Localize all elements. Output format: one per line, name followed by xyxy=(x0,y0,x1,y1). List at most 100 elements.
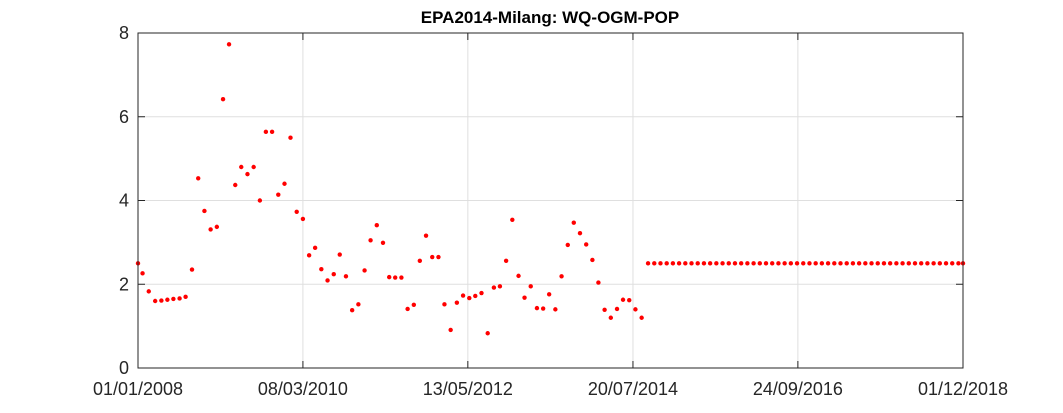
data-point xyxy=(763,261,769,266)
data-point xyxy=(405,306,410,312)
data-point xyxy=(467,295,472,301)
data-point xyxy=(306,253,312,258)
data-point xyxy=(485,331,490,336)
data-point xyxy=(220,96,226,102)
data-point xyxy=(838,261,843,266)
data-point xyxy=(522,295,527,300)
data-point xyxy=(368,238,373,243)
data-point xyxy=(282,181,287,186)
data-point xyxy=(832,261,837,266)
data-point xyxy=(614,306,620,312)
data-point xyxy=(226,42,232,47)
data-point xyxy=(701,261,707,266)
chart-title: EPA2014-Milang: WQ-OGM-POP xyxy=(421,8,680,27)
data-point xyxy=(479,290,484,296)
data-point xyxy=(312,245,318,251)
x-tick-label: 08/03/2010 xyxy=(258,379,348,399)
data-point xyxy=(912,261,918,266)
data-point xyxy=(658,261,663,266)
data-point xyxy=(442,302,447,307)
data-point xyxy=(813,261,818,266)
data-point xyxy=(183,294,188,300)
data-point xyxy=(652,261,657,266)
data-point xyxy=(343,274,349,279)
data-point xyxy=(695,261,700,266)
data-point xyxy=(540,306,546,311)
data-point xyxy=(430,254,435,260)
data-point xyxy=(300,216,306,222)
data-point xyxy=(208,227,213,232)
data-point xyxy=(782,261,787,266)
data-point xyxy=(387,274,392,280)
data-point xyxy=(257,198,263,203)
data-point xyxy=(374,223,379,228)
data-point xyxy=(714,261,719,266)
data-point xyxy=(770,261,775,266)
data-point xyxy=(559,274,564,279)
data-point xyxy=(269,129,275,135)
data-point xyxy=(676,261,682,266)
data-point xyxy=(807,261,812,266)
data-point xyxy=(356,302,361,307)
data-point xyxy=(214,224,220,230)
x-axis-ticks: 01/01/2008 08/03/2010 13/05/2012 20/07/2014… xyxy=(93,33,1008,399)
data-point xyxy=(189,267,195,272)
data-point xyxy=(919,261,924,266)
data-point xyxy=(448,327,453,333)
data-point xyxy=(825,261,831,266)
data-point xyxy=(454,300,460,305)
data-point xyxy=(565,242,570,248)
data-point xyxy=(399,275,404,280)
data-point xyxy=(393,275,398,280)
data-point xyxy=(925,261,930,266)
data-point xyxy=(801,261,806,266)
data-point xyxy=(732,261,738,266)
y-tick-label: 4 xyxy=(119,191,129,211)
x-tick-label: 01/12/2018 xyxy=(918,379,1008,399)
y-tick-label: 6 xyxy=(119,107,129,127)
data-point xyxy=(577,230,583,236)
x-tick-label: 01/01/2008 xyxy=(93,379,183,399)
data-point xyxy=(146,289,151,294)
data-point xyxy=(956,261,961,266)
data-point xyxy=(683,261,688,266)
data-point xyxy=(757,261,763,266)
data-point xyxy=(931,261,936,266)
data-point xyxy=(349,308,355,313)
data-point xyxy=(627,297,632,303)
data-point xyxy=(794,261,800,266)
data-point xyxy=(856,261,862,266)
data-point xyxy=(720,261,725,266)
data-point xyxy=(251,164,256,170)
data-point xyxy=(869,261,874,266)
data-point xyxy=(319,266,324,272)
data-point xyxy=(900,261,905,266)
data-point xyxy=(620,297,626,302)
data-point xyxy=(633,307,638,312)
data-point xyxy=(417,258,423,263)
data-point xyxy=(670,261,676,266)
data-point xyxy=(165,297,170,302)
data-point xyxy=(819,261,825,266)
data-point xyxy=(776,261,781,266)
data-point xyxy=(152,298,158,304)
data-point xyxy=(503,258,509,263)
data-point xyxy=(473,293,478,299)
data-point xyxy=(294,209,299,215)
x-tick-label: 20/07/2014 xyxy=(588,379,678,399)
data-point xyxy=(608,315,614,320)
data-point xyxy=(887,261,893,266)
y-tick-label: 8 xyxy=(119,23,129,43)
data-point xyxy=(337,252,342,257)
data-point xyxy=(534,305,540,311)
y-tick-label: 2 xyxy=(119,274,129,294)
data-point xyxy=(881,261,887,266)
data-point xyxy=(140,271,145,276)
data-point xyxy=(950,261,955,266)
data-point xyxy=(436,254,441,260)
y-tick-label: 0 xyxy=(119,358,129,378)
data-point xyxy=(202,208,207,214)
data-point xyxy=(171,296,176,302)
data-point xyxy=(510,217,515,222)
